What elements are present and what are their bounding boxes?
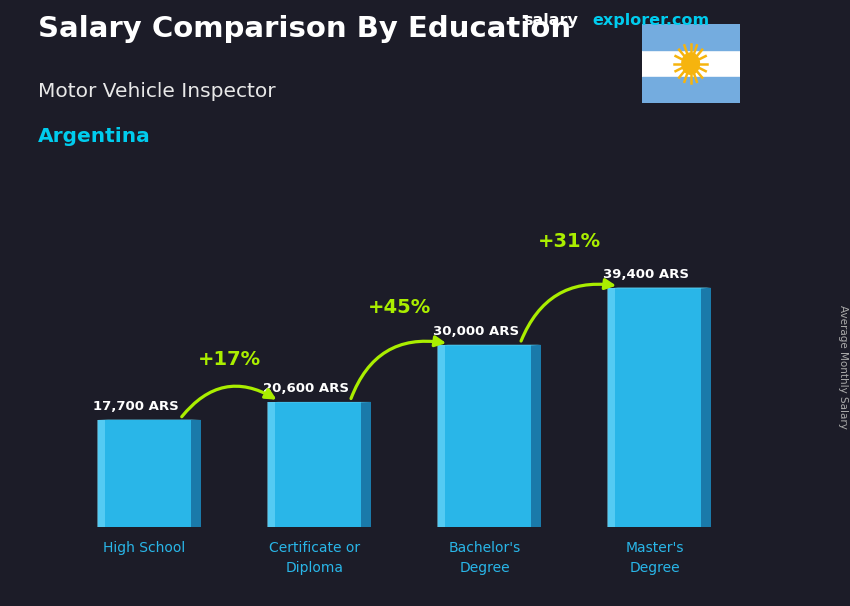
Text: 30,000 ARS: 30,000 ARS xyxy=(433,325,519,338)
Polygon shape xyxy=(361,402,371,527)
Text: 17,700 ARS: 17,700 ARS xyxy=(94,400,178,413)
Text: explorer.com: explorer.com xyxy=(592,13,710,28)
Polygon shape xyxy=(701,288,711,527)
Bar xyxy=(642,77,740,103)
Bar xyxy=(607,288,615,527)
Text: salary: salary xyxy=(523,13,578,28)
Polygon shape xyxy=(191,420,201,527)
Bar xyxy=(98,420,191,527)
Bar xyxy=(438,345,531,527)
Text: 39,400 ARS: 39,400 ARS xyxy=(603,268,689,281)
Text: Argentina: Argentina xyxy=(38,127,151,146)
Bar xyxy=(437,345,445,527)
Text: Salary Comparison By Education: Salary Comparison By Education xyxy=(38,15,571,43)
Text: +45%: +45% xyxy=(368,298,431,317)
Bar xyxy=(268,402,361,527)
Text: +31%: +31% xyxy=(538,231,601,251)
Polygon shape xyxy=(531,345,541,527)
Circle shape xyxy=(682,53,700,75)
Text: +17%: +17% xyxy=(198,350,261,369)
Bar xyxy=(97,420,105,527)
Bar xyxy=(267,402,275,527)
Text: Motor Vehicle Inspector: Motor Vehicle Inspector xyxy=(38,82,276,101)
Bar xyxy=(642,24,740,50)
Text: Average Monthly Salary: Average Monthly Salary xyxy=(838,305,848,428)
Text: 20,600 ARS: 20,600 ARS xyxy=(263,382,349,395)
Bar xyxy=(608,288,701,527)
